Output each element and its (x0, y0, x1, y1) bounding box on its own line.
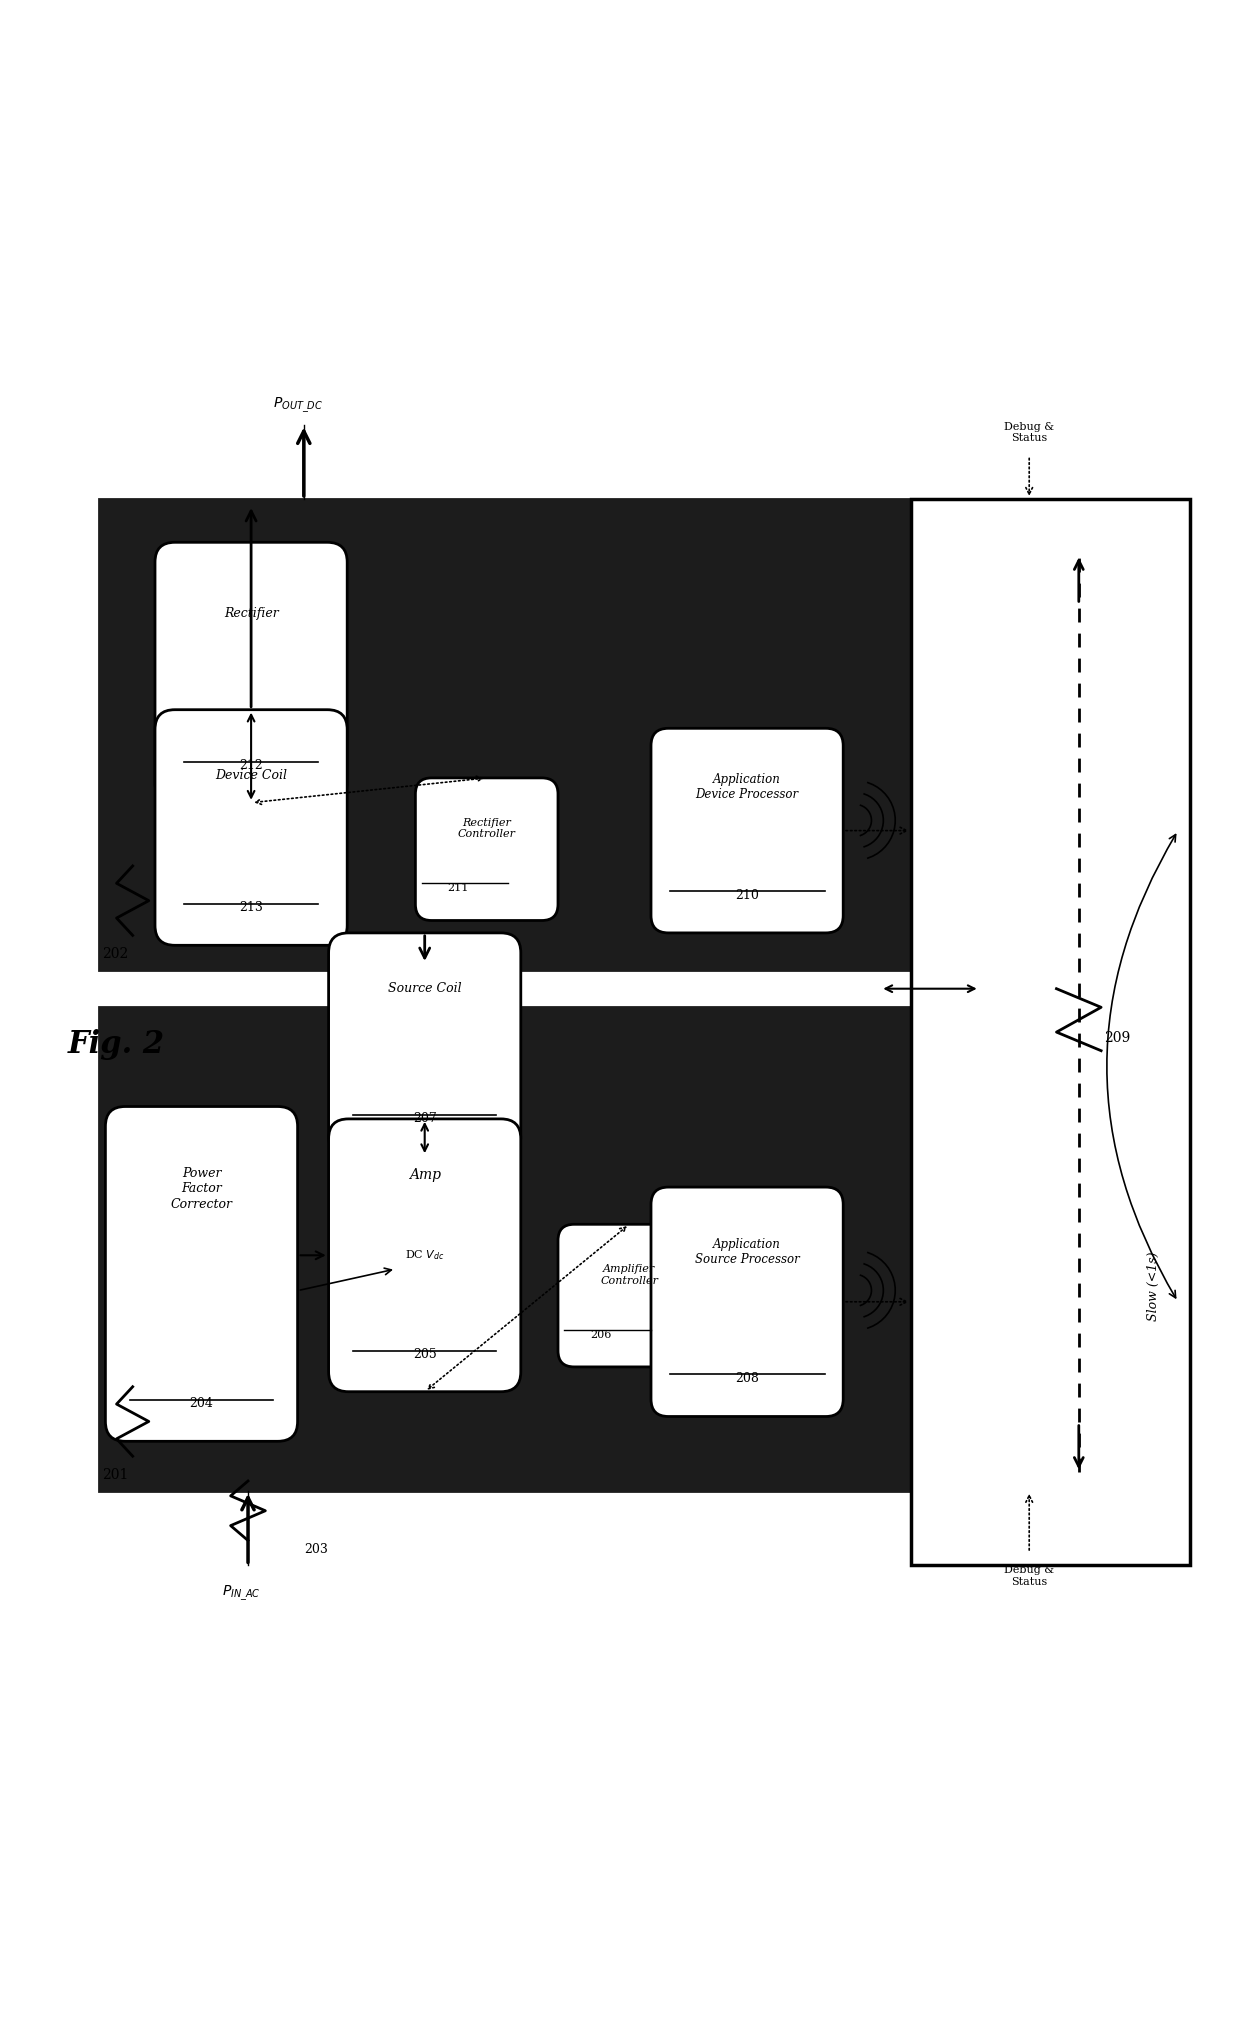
Text: 202: 202 (102, 947, 128, 961)
FancyBboxPatch shape (651, 728, 843, 932)
Text: Power
Factor
Corrector: Power Factor Corrector (171, 1168, 233, 1210)
Text: 206: 206 (590, 1330, 611, 1340)
Text: 212: 212 (239, 758, 263, 772)
Text: $P_{OUT\_DC}$: $P_{OUT\_DC}$ (273, 395, 322, 416)
Text: Debug &
Status: Debug & Status (1004, 1565, 1054, 1587)
Text: 204: 204 (190, 1397, 213, 1411)
Text: Slow (<1s): Slow (<1s) (1147, 1251, 1159, 1322)
FancyBboxPatch shape (558, 1224, 701, 1366)
Text: 207: 207 (413, 1113, 436, 1125)
Text: Amp: Amp (409, 1168, 440, 1182)
Text: 208: 208 (735, 1372, 759, 1386)
Text: $P_{IN\_AC}$: $P_{IN\_AC}$ (222, 1583, 262, 1603)
Text: Application
Source Processor: Application Source Processor (694, 1238, 800, 1265)
Text: Source Coil: Source Coil (388, 981, 461, 995)
FancyBboxPatch shape (329, 932, 521, 1155)
Text: 203: 203 (304, 1543, 327, 1555)
Text: DC $V_{dc}$: DC $V_{dc}$ (405, 1249, 444, 1263)
Text: Rectifier: Rectifier (223, 608, 279, 620)
Bar (99, 1007, 992, 1492)
Text: 210: 210 (735, 890, 759, 902)
Text: 205: 205 (413, 1348, 436, 1360)
Text: Device Coil: Device Coil (215, 768, 288, 782)
Bar (911, 499, 1190, 1565)
Text: Application
Device Processor: Application Device Processor (696, 774, 799, 801)
Text: Rectifier
Controller: Rectifier Controller (458, 817, 516, 839)
Text: Debug &
Status: Debug & Status (1004, 422, 1054, 444)
FancyBboxPatch shape (155, 543, 347, 803)
Bar (99, 499, 992, 971)
Text: 211: 211 (448, 884, 469, 894)
FancyBboxPatch shape (155, 709, 347, 945)
Text: Fig. 2: Fig. 2 (68, 1030, 165, 1060)
FancyBboxPatch shape (415, 778, 558, 920)
FancyBboxPatch shape (329, 1119, 521, 1393)
FancyBboxPatch shape (105, 1107, 298, 1441)
Text: 213: 213 (239, 902, 263, 914)
Text: 209: 209 (1104, 1032, 1130, 1046)
Text: 201: 201 (102, 1468, 128, 1482)
Text: Amplifier
Controller: Amplifier Controller (600, 1265, 658, 1285)
FancyBboxPatch shape (651, 1188, 843, 1417)
